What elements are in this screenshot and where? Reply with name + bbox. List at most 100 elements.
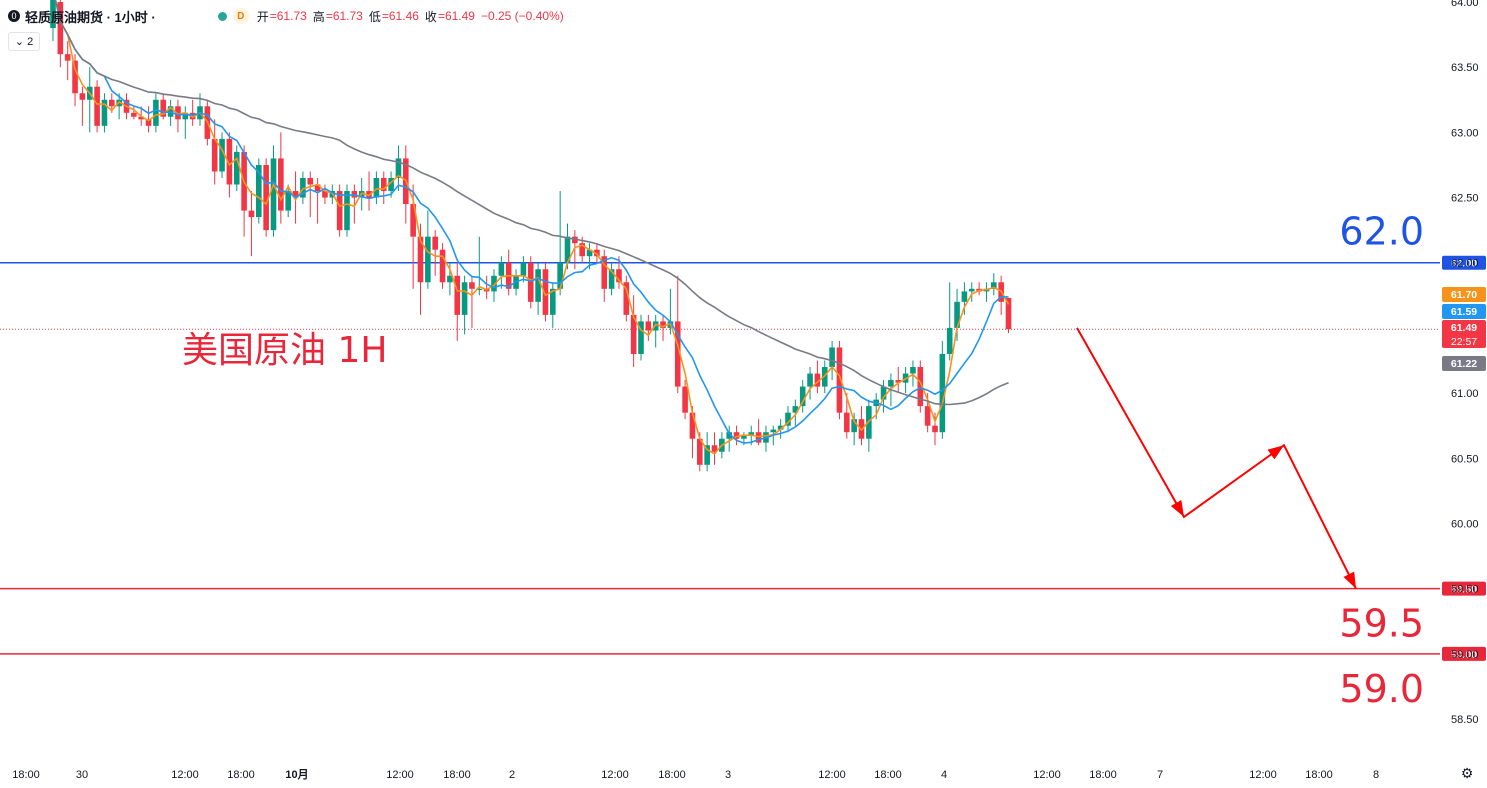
candle-body [175, 106, 181, 120]
candle-body [109, 99, 115, 107]
candle-body [64, 54, 71, 61]
candle-body [608, 269, 615, 289]
candle-body [380, 177, 387, 192]
candle-body [336, 191, 343, 231]
candle-body [94, 86, 100, 126]
settings-gear-icon[interactable]: ⚙ [1460, 765, 1474, 781]
level-label: 59.0 [1339, 667, 1424, 711]
low-label: 低 [368, 9, 381, 24]
candle-body [153, 99, 159, 126]
candle-body [461, 282, 468, 315]
candle-body [145, 119, 152, 126]
price-tag-label: 61.49 [1451, 322, 1477, 334]
x-tick-label: 12:00 [386, 769, 414, 781]
candle-body [527, 262, 534, 302]
candle-body [579, 243, 585, 257]
open-value: =61.73 [269, 9, 307, 23]
candle-body [799, 386, 806, 407]
low-value: =61.46 [381, 9, 419, 23]
close-value: =61.49 [437, 9, 475, 23]
candle-body [388, 177, 394, 192]
candle-body [645, 321, 652, 331]
indicator-collapse-button[interactable]: ⌄ 2 [8, 32, 40, 51]
level-axis-label: 59.50 [1451, 584, 1477, 596]
candle-body [160, 99, 167, 117]
y-tick-label: 62.00 [1451, 258, 1479, 270]
candle-body [226, 138, 233, 185]
candle-body [1005, 297, 1012, 330]
candle-body [917, 367, 924, 407]
candle-body [939, 353, 946, 433]
countdown-label: 22:57 [1451, 336, 1477, 348]
open-label: 开 [256, 9, 269, 24]
candle-body [101, 99, 108, 126]
x-tick-label: 18:00 [1305, 769, 1333, 781]
candle-body [278, 158, 284, 211]
candle-body [138, 116, 144, 120]
candle-body [189, 112, 196, 120]
candle-body [932, 425, 938, 433]
candle-body [689, 412, 696, 439]
candle-body [211, 138, 218, 172]
candle-body [770, 429, 777, 433]
candle-body [498, 262, 505, 276]
candle-body [623, 282, 630, 315]
x-tick-label: 18:00 [1089, 769, 1117, 781]
candle-body [586, 249, 593, 257]
x-tick-label: 8 [1373, 769, 1379, 781]
candle-body [439, 249, 446, 283]
candle-body [535, 269, 541, 302]
symbol-icon[interactable]: 0 [8, 10, 20, 22]
candle-body [307, 177, 314, 185]
candle-body [233, 151, 240, 185]
candle-body [748, 432, 755, 435]
candle-body [270, 158, 277, 231]
candle-body [476, 288, 483, 290]
candle-body [248, 210, 255, 218]
candle-body [491, 275, 497, 292]
y-tick-label: 63.00 [1451, 127, 1479, 139]
candle-body [741, 434, 747, 439]
candle-body [697, 438, 703, 465]
x-tick-label: 18:00 [443, 769, 471, 781]
x-tick-label: 18:00 [658, 769, 686, 781]
x-tick-label: 12:00 [171, 769, 199, 781]
candle-body [572, 236, 578, 244]
candle-body [601, 256, 608, 289]
candle-body [895, 380, 902, 383]
price-tag-label: 61.22 [1451, 358, 1477, 370]
candle-body [660, 321, 666, 328]
candle-body [50, 0, 56, 29]
level-axis-tag [1442, 646, 1486, 661]
candle-body [946, 327, 953, 354]
x-tick-label: 18:00 [227, 769, 255, 781]
candle-body [373, 177, 380, 198]
y-tick-label: 63.50 [1451, 62, 1479, 74]
dividend-badge[interactable]: D [232, 8, 249, 24]
candle-body [652, 321, 659, 331]
candle-body [814, 373, 821, 387]
candle-body [417, 236, 424, 283]
candle-body [344, 191, 350, 231]
chart-title: 美国原油 1H [182, 330, 387, 371]
candle-body [674, 321, 681, 387]
candle-body [219, 138, 225, 172]
candle-body [880, 386, 887, 400]
candle-body [616, 269, 622, 283]
x-tick-label: 18:00 [12, 769, 40, 781]
price-tag [1442, 320, 1486, 348]
candle-body [351, 191, 358, 198]
candle-body [726, 432, 732, 439]
y-tick-label: 64.00 [1451, 0, 1479, 9]
projection-arrow [1076, 327, 1357, 590]
close-label: 收 [424, 9, 437, 24]
candle-body [285, 191, 291, 211]
candle-body [454, 275, 461, 315]
candle-body [836, 347, 843, 413]
y-tick-label: 58.50 [1451, 714, 1479, 726]
moving-averages [54, 0, 1010, 455]
symbol-title[interactable]: 轻质原油期货 · 1小时 · [25, 9, 156, 25]
candle-body [256, 164, 262, 218]
price-tag-label: 61.59 [1451, 306, 1477, 318]
